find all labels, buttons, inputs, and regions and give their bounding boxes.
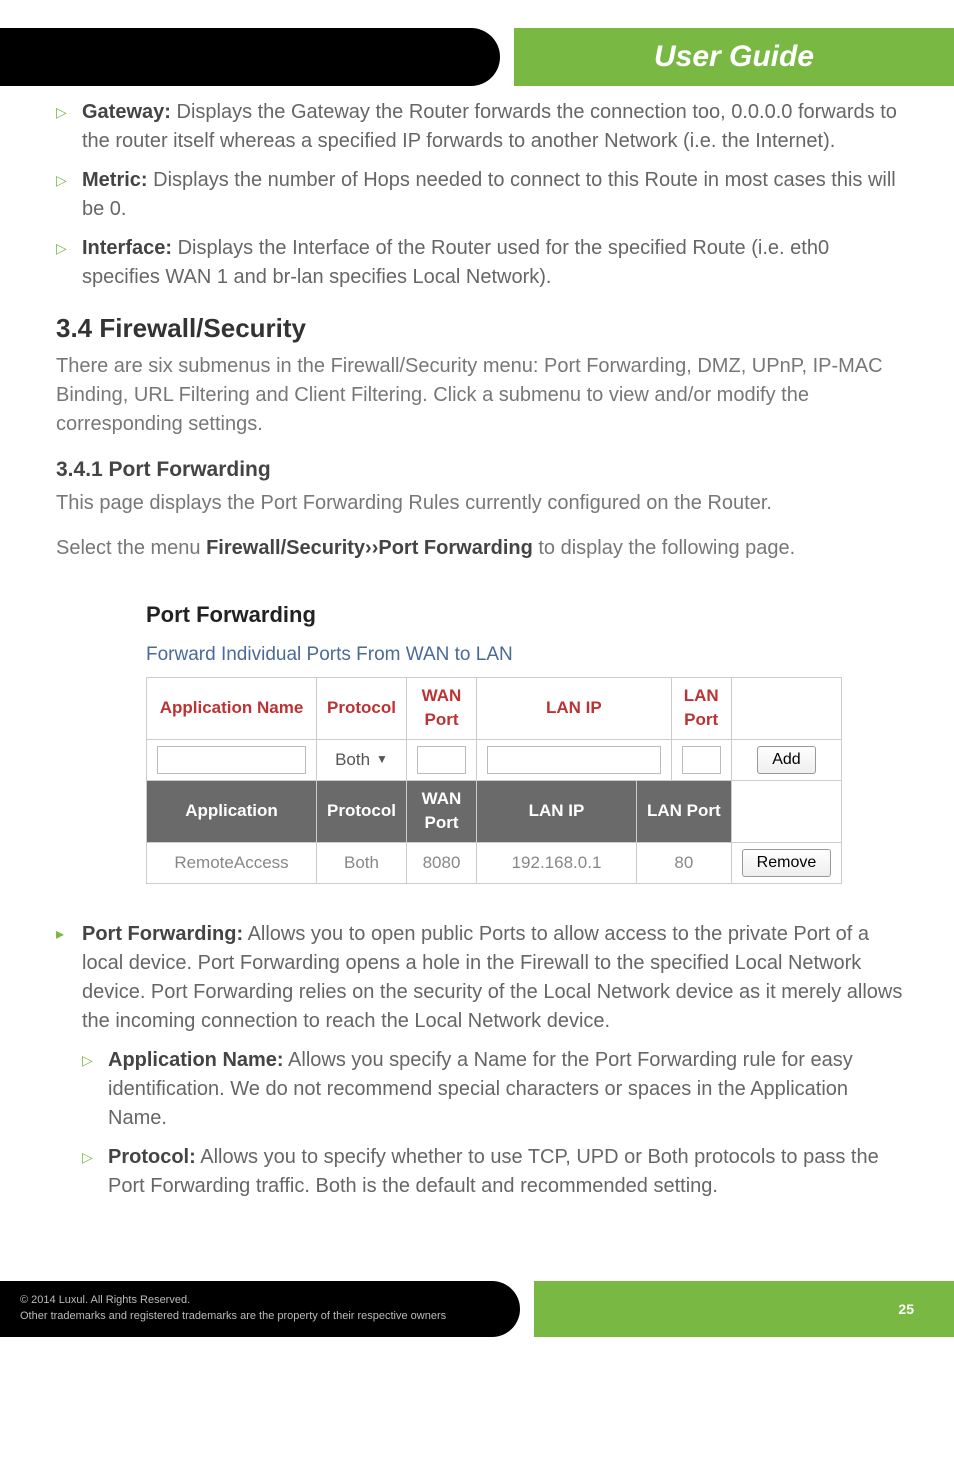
- remove-button-cell: Remove: [731, 843, 842, 884]
- mid-col-proto: Protocol: [317, 780, 407, 842]
- mid-col-lanport: LAN Port: [637, 780, 732, 842]
- top-bullet-list: Gateway: Displays the Gateway the Router…: [56, 98, 906, 292]
- pf-data-row: RemoteAccess Both 8080 192.168.0.1 80 Re…: [147, 843, 842, 884]
- subsection-line1: This page displays the Port Forwarding R…: [56, 489, 906, 518]
- col-lan-port: LAN Port: [671, 677, 731, 739]
- input-app-name-cell: [147, 739, 317, 780]
- mid-col-actions: [731, 780, 842, 842]
- bullet-metric: Metric: Displays the number of Hops need…: [56, 166, 906, 224]
- header-bar: User Guide: [0, 28, 954, 86]
- term-metric: Metric:: [82, 169, 148, 191]
- bullet-app-name: Application Name: Allows you specify a N…: [82, 1046, 906, 1133]
- subsec-line2-post: to display the following page.: [533, 537, 795, 559]
- term-pf: Port Forwarding:: [82, 923, 243, 945]
- top-margin: [0, 0, 954, 28]
- cell-lanport: 80: [637, 843, 732, 884]
- input-lan-ip[interactable]: [487, 746, 661, 774]
- bullet-protocol: Protocol: Allows you to specify whether …: [82, 1143, 906, 1201]
- cell-app: RemoteAccess: [147, 843, 317, 884]
- cell-lanip: 192.168.0.1: [477, 843, 637, 884]
- lower-sublist: Application Name: Allows you specify a N…: [82, 1046, 906, 1201]
- bullet-gateway: Gateway: Displays the Gateway the Router…: [56, 98, 906, 156]
- input-wan-port[interactable]: [417, 746, 466, 774]
- section-intro: There are six submenus in the Firewall/S…: [56, 352, 906, 439]
- term-gateway: Gateway:: [82, 101, 171, 123]
- pf-header-row-top: Application Name Protocol WAN Port LAN I…: [147, 677, 842, 739]
- lower-bullet-list: Port Forwarding: Allows you to open publ…: [56, 920, 906, 1201]
- footer-trademark: Other trademarks and registered trademar…: [20, 1309, 500, 1324]
- page-content: Gateway: Displays the Gateway the Router…: [0, 86, 954, 1241]
- add-button[interactable]: Add: [757, 746, 815, 774]
- pf-input-row: Both ▼ Add: [147, 739, 842, 780]
- subsec-line2-bold: Firewall/Security››Port Forwarding: [206, 537, 533, 559]
- subsec-line2-pre: Select the menu: [56, 537, 206, 559]
- input-lan-port[interactable]: [682, 746, 721, 774]
- term-interface: Interface:: [82, 237, 172, 259]
- subsection-heading: 3.4.1 Port Forwarding: [56, 455, 906, 485]
- col-protocol: Protocol: [317, 677, 407, 739]
- header-black-block: [0, 28, 500, 86]
- text-metric: Displays the number of Hops needed to co…: [82, 169, 896, 220]
- input-lan-port-cell: [671, 739, 731, 780]
- text-gateway: Displays the Gateway the Router forwards…: [82, 101, 897, 152]
- mid-col-app: Application: [147, 780, 317, 842]
- subsection-line2: Select the menu Firewall/Security››Port …: [56, 534, 906, 563]
- section-heading: 3.4 Firewall/Security: [56, 310, 906, 348]
- term-protocol: Protocol:: [108, 1146, 196, 1168]
- cell-wan: 8080: [407, 843, 477, 884]
- pf-subtitle: Forward Individual Ports From WAN to LAN: [146, 641, 906, 669]
- footer-bar: © 2014 Luxul. All Rights Reserved. Other…: [0, 1281, 954, 1337]
- bullet-port-forwarding: Port Forwarding: Allows you to open publ…: [56, 920, 906, 1201]
- mid-col-wan: WAN Port: [407, 780, 477, 842]
- protocol-selected: Both: [335, 748, 370, 773]
- input-protocol-cell: Both ▼: [317, 739, 407, 780]
- protocol-select[interactable]: Both ▼: [335, 748, 388, 773]
- footer-green-block: 25: [534, 1281, 954, 1337]
- col-app-name: Application Name: [147, 677, 317, 739]
- text-interface: Displays the Interface of the Router use…: [82, 237, 829, 288]
- col-actions-top: [731, 677, 842, 739]
- term-app-name: Application Name:: [108, 1049, 284, 1071]
- cell-proto: Both: [317, 843, 407, 884]
- col-lan-ip: LAN IP: [477, 677, 672, 739]
- header-title-block: User Guide: [514, 28, 954, 86]
- pf-title: Port Forwarding: [146, 599, 906, 631]
- port-forwarding-screenshot: Port Forwarding Forward Individual Ports…: [56, 579, 906, 894]
- bullet-interface: Interface: Displays the Interface of the…: [56, 234, 906, 292]
- mid-col-lanip: LAN IP: [477, 780, 637, 842]
- footer-black-block: © 2014 Luxul. All Rights Reserved. Other…: [0, 1281, 520, 1337]
- col-wan-port: WAN Port: [407, 677, 477, 739]
- pf-header-row-mid: Application Protocol WAN Port LAN IP LAN…: [147, 780, 842, 842]
- remove-button[interactable]: Remove: [742, 849, 832, 877]
- input-lan-ip-cell: [477, 739, 672, 780]
- input-wan-port-cell: [407, 739, 477, 780]
- input-app-name[interactable]: [157, 746, 306, 774]
- chevron-down-icon: ▼: [376, 751, 388, 768]
- text-protocol: Allows you to specify whether to use TCP…: [108, 1146, 879, 1197]
- header-title: User Guide: [654, 35, 814, 79]
- pf-table: Application Name Protocol WAN Port LAN I…: [146, 677, 842, 885]
- footer-page-number: 25: [898, 1299, 914, 1319]
- add-button-cell: Add: [731, 739, 842, 780]
- footer-copyright: © 2014 Luxul. All Rights Reserved.: [20, 1293, 500, 1308]
